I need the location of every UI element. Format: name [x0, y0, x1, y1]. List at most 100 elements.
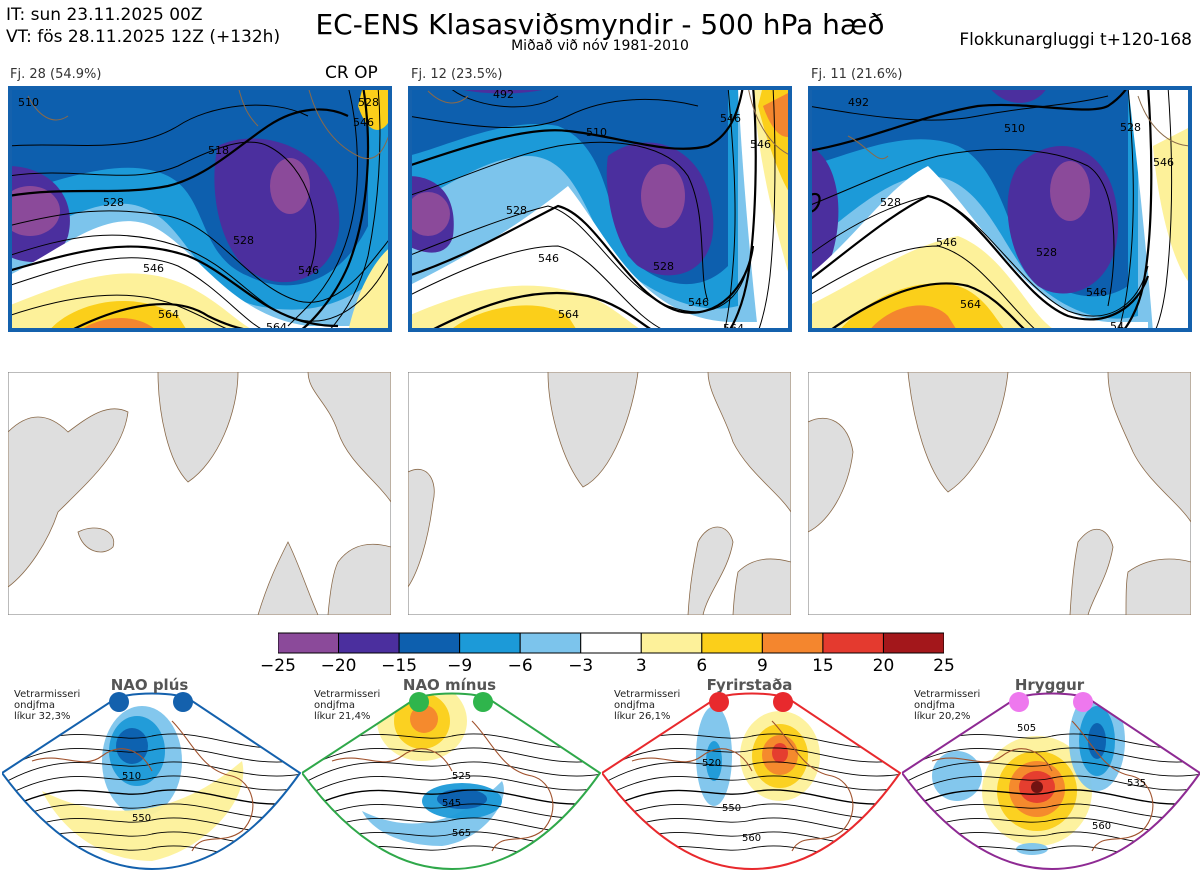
regime-border	[302, 692, 602, 871]
regime-map-1: 510 550	[2, 692, 302, 871]
regime-map-2: 525 545 565	[302, 692, 602, 871]
valid-time: VT: fös 28.11.2025 12Z (+132h)	[6, 27, 281, 47]
height-contour	[902, 775, 1200, 799]
contour-label: 546	[750, 138, 771, 151]
height-contour	[602, 775, 900, 799]
height-contour	[2, 747, 300, 771]
height-contour	[2, 761, 300, 785]
colorbar-swatch	[761, 632, 824, 654]
contour-label: 510	[1004, 122, 1025, 135]
regime-marker-dot	[709, 692, 729, 712]
height-contour	[602, 761, 900, 785]
cluster-label-3: Fj. 11 (21.6%)	[811, 67, 903, 82]
anomaly-shading	[1031, 781, 1043, 793]
coastline	[331, 720, 554, 852]
colorbar-ticks: −25 −20 −15 −9 −6 −3 3 6 9 15 20 25	[0, 656, 1200, 678]
colorbar-tick-label: −9	[447, 656, 473, 676]
classification-window: Flokkunargluggi t+120-168	[959, 30, 1192, 50]
contour-label: 492	[848, 96, 869, 109]
height-contour	[302, 789, 600, 813]
contour-label: 546	[720, 112, 741, 125]
colorbar-tick-label: −15	[381, 656, 418, 676]
regime-contour-label: 535	[1127, 778, 1146, 789]
regime-contour-label: 525	[452, 771, 471, 782]
anomaly-shading	[932, 751, 982, 801]
contour-label: 528	[1036, 246, 1057, 259]
contour-label: 546	[936, 236, 957, 249]
regime-contour-label: 505	[1017, 723, 1036, 734]
contour-label: 564	[266, 321, 287, 332]
contour-label: 528	[880, 196, 901, 209]
contour-label: 546	[538, 252, 559, 265]
contour-label: 518	[208, 144, 229, 157]
regime-marker-dot	[473, 692, 493, 712]
regime-note: Vetrarmisseri ondjfma líkur 21,4%	[314, 689, 381, 722]
regime-title: Fyrirstaða	[706, 676, 793, 694]
anomaly-shading	[1088, 723, 1106, 759]
regime-title: NAO mínus	[402, 676, 497, 694]
colorbar-tick-label: −3	[568, 656, 594, 676]
regime-title: Hryggur	[1014, 676, 1085, 694]
contour-label: 564	[558, 308, 579, 321]
colorbar-tick-label: −25	[260, 656, 296, 676]
contour-label: 528	[233, 234, 254, 247]
height-contour	[302, 747, 600, 771]
regime-contour-label: 550	[722, 803, 741, 814]
contour-label: 528	[653, 260, 674, 273]
cluster-label-1: Fj. 28 (54.9%)	[10, 67, 102, 82]
regime-border	[2, 692, 302, 871]
regime-contour-label: 560	[742, 833, 761, 844]
regime-border	[602, 692, 902, 871]
regime-contour-label: 520	[702, 758, 721, 769]
contour-label: 564	[723, 322, 744, 332]
contour-label: 528	[506, 204, 527, 217]
regime-contour-label: 565	[452, 828, 471, 839]
colorbar	[278, 632, 944, 654]
coastline	[931, 720, 1154, 852]
colorbar-swatch	[278, 632, 340, 654]
contour-label: 528	[103, 196, 124, 209]
contour-label: 564	[158, 308, 179, 321]
coastline	[631, 720, 854, 852]
colorbar-swatch	[580, 632, 642, 654]
contour-label: 546	[353, 116, 374, 129]
regime-marker-dot	[1009, 692, 1029, 712]
colorbar-swatch	[822, 632, 884, 654]
colorbar-swatch	[398, 632, 461, 654]
regime-marker-dot	[409, 692, 429, 712]
height-contour	[902, 803, 1200, 827]
cluster-map-3: 492 510 528 528 528 546 546 564 546 54	[808, 86, 1192, 332]
colorbar-swatch	[640, 632, 703, 654]
contour-label: 546	[1153, 156, 1174, 169]
contour-label: 528	[358, 96, 379, 109]
page-subtitle: Miðað við nóv 1981-2010	[511, 38, 689, 54]
contour-label: 546	[688, 296, 709, 309]
height-contour	[902, 789, 1200, 813]
height-contour	[302, 761, 600, 785]
height-contour	[302, 803, 600, 827]
regime-border	[902, 692, 1200, 871]
colorbar-tick-label: 6	[696, 656, 708, 676]
colorbar-tick-label: 25	[933, 656, 955, 676]
regime-note: Vetrarmisseri ondjfma líkur 26,1%	[614, 689, 681, 722]
cluster-map-2: 492 510 528 546 528 546 546 564 564 546	[408, 86, 792, 332]
height-contour	[2, 775, 300, 799]
regime-marker-dot	[109, 692, 129, 712]
contour-label: 546	[143, 262, 164, 275]
colorbar-swatch	[338, 632, 400, 654]
height-contour	[902, 761, 1200, 785]
cluster-map-1: 510 518 528 528 546 546 564 564 546 528	[8, 86, 392, 332]
regime-marker-dot	[773, 692, 793, 712]
colorbar-tick-label: 9	[756, 656, 768, 676]
regime-contour-label: 560	[1092, 821, 1111, 832]
anomaly-shading	[410, 705, 438, 733]
blank-map-2	[408, 372, 791, 615]
page-title: EC-ENS Klasasviðsmyndir - 500 hPa hæð	[315, 8, 885, 41]
regime-map-4: 505 535 560	[902, 692, 1200, 871]
contour-label: 492	[493, 88, 514, 101]
height-contour	[302, 775, 600, 799]
height-contour	[602, 789, 900, 813]
colorbar-swatch	[519, 632, 582, 654]
regime-note: Vetrarmisseri ondjfma líkur 32,3%	[14, 689, 81, 722]
blank-map-1	[8, 372, 391, 615]
